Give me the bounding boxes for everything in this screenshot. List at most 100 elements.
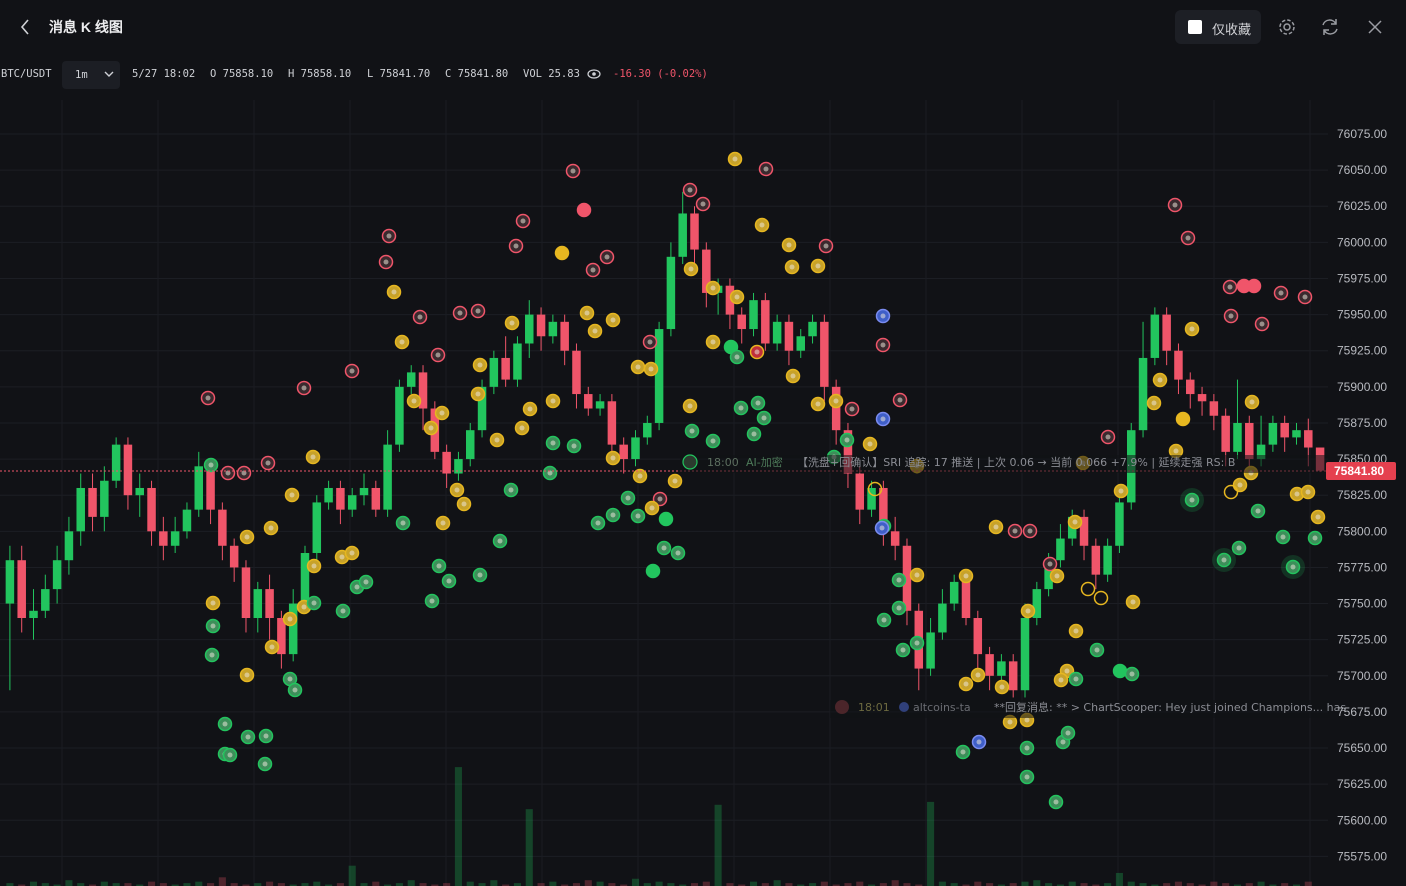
- favorites-only-checkbox[interactable]: [1188, 20, 1202, 34]
- news-marker[interactable]: [296, 380, 312, 396]
- news-marker[interactable]: [705, 280, 721, 296]
- news-marker[interactable]: [470, 303, 486, 319]
- news-marker[interactable]: [1022, 523, 1038, 539]
- news-marker[interactable]: [264, 639, 280, 655]
- news-marker[interactable]: [441, 573, 457, 589]
- news-marker[interactable]: [258, 728, 274, 744]
- news-marker[interactable]: [605, 312, 621, 328]
- news-marker[interactable]: [682, 398, 698, 414]
- news-marker[interactable]: [587, 323, 603, 339]
- news-marker[interactable]: [958, 568, 974, 584]
- news-marker[interactable]: [1053, 672, 1069, 688]
- news-marker[interactable]: [514, 420, 530, 436]
- news-marker[interactable]: [746, 426, 762, 442]
- news-marker[interactable]: [1048, 794, 1064, 810]
- news-marker[interactable]: [1281, 555, 1305, 579]
- news-marker[interactable]: [1307, 530, 1323, 546]
- news-marker[interactable]: [862, 436, 878, 452]
- news-marker[interactable]: [1244, 394, 1260, 410]
- news-marker[interactable]: [576, 202, 592, 218]
- news-marker[interactable]: [504, 315, 520, 331]
- news-marker[interactable]: [1232, 477, 1248, 493]
- news-marker[interactable]: [217, 716, 233, 732]
- news-marker[interactable]: [282, 611, 298, 627]
- news-marker[interactable]: [489, 432, 505, 448]
- news-marker[interactable]: [645, 563, 661, 579]
- news-marker[interactable]: [566, 438, 582, 454]
- news-marker[interactable]: [1223, 484, 1239, 500]
- news-marker[interactable]: [632, 468, 648, 484]
- news-marker[interactable]: [1112, 663, 1128, 679]
- news-marker[interactable]: [394, 334, 410, 350]
- news-marker[interactable]: [781, 237, 797, 253]
- news-marker[interactable]: [891, 600, 907, 616]
- news-marker[interactable]: [756, 410, 772, 426]
- news-marker[interactable]: [605, 507, 621, 523]
- news-marker[interactable]: [818, 238, 834, 254]
- news-marker[interactable]: [545, 435, 561, 451]
- news-marker[interactable]: [424, 593, 440, 609]
- news-marker[interactable]: [423, 420, 439, 436]
- candlestick-chart[interactable]: 18:00 AI-加密 【洗盘+回确认】SRI 追踪: 17 推送 | 上次 0…: [0, 100, 1406, 886]
- news-marker[interactable]: [240, 729, 256, 745]
- news-marker[interactable]: [994, 679, 1010, 695]
- news-marker[interactable]: [895, 642, 911, 658]
- news-marker[interactable]: [263, 520, 279, 536]
- news-marker[interactable]: [667, 473, 683, 489]
- news-marker[interactable]: [785, 368, 801, 384]
- news-marker[interactable]: [754, 217, 770, 233]
- news-marker[interactable]: [1250, 503, 1266, 519]
- news-marker[interactable]: [684, 423, 700, 439]
- news-marker[interactable]: [876, 612, 892, 628]
- news-marker[interactable]: [828, 393, 844, 409]
- news-marker[interactable]: [236, 465, 252, 481]
- news-marker[interactable]: [810, 258, 826, 274]
- news-marker[interactable]: [1042, 556, 1058, 572]
- news-marker[interactable]: [1002, 714, 1018, 730]
- news-marker[interactable]: [515, 213, 531, 229]
- news-marker[interactable]: [204, 647, 220, 663]
- news-marker[interactable]: [1180, 488, 1204, 512]
- news-marker[interactable]: [810, 396, 826, 412]
- news-marker[interactable]: [205, 595, 221, 611]
- news-marker[interactable]: [1231, 540, 1247, 556]
- news-marker[interactable]: [1113, 483, 1129, 499]
- news-marker[interactable]: [305, 449, 321, 465]
- news-marker[interactable]: [203, 457, 219, 473]
- news-marker[interactable]: [378, 254, 394, 270]
- news-marker[interactable]: [200, 390, 216, 406]
- news-marker[interactable]: [875, 337, 891, 353]
- news-marker[interactable]: [1254, 316, 1270, 332]
- news-marker[interactable]: [1212, 548, 1236, 572]
- news-marker[interactable]: [434, 405, 450, 421]
- news-marker[interactable]: [599, 249, 615, 265]
- news-marker[interactable]: [867, 481, 883, 497]
- news-marker[interactable]: [585, 262, 601, 278]
- news-marker[interactable]: [1175, 411, 1191, 427]
- news-marker[interactable]: [874, 520, 890, 536]
- news-marker[interactable]: [656, 540, 672, 556]
- news-marker[interactable]: [260, 455, 276, 471]
- close-button[interactable]: [1363, 15, 1387, 39]
- news-marker[interactable]: [1124, 666, 1140, 682]
- news-marker[interactable]: [344, 363, 360, 379]
- news-marker[interactable]: [729, 289, 745, 305]
- news-marker[interactable]: [784, 259, 800, 275]
- news-marker[interactable]: [727, 151, 743, 167]
- news-marker[interactable]: [306, 558, 322, 574]
- news-marker[interactable]: [758, 161, 774, 177]
- news-marker[interactable]: [955, 744, 971, 760]
- news-marker[interactable]: [909, 567, 925, 583]
- news-marker[interactable]: [406, 393, 422, 409]
- news-marker[interactable]: [1093, 590, 1109, 606]
- news-marker[interactable]: [344, 545, 360, 561]
- news-marker[interactable]: [705, 433, 721, 449]
- news-marker[interactable]: [970, 667, 986, 683]
- news-marker[interactable]: [412, 309, 428, 325]
- news-marker[interactable]: [335, 603, 351, 619]
- news-marker[interactable]: [658, 511, 674, 527]
- news-marker[interactable]: [282, 671, 298, 687]
- news-marker[interactable]: [472, 567, 488, 583]
- news-marker[interactable]: [1180, 230, 1196, 246]
- news-marker[interactable]: [682, 182, 698, 198]
